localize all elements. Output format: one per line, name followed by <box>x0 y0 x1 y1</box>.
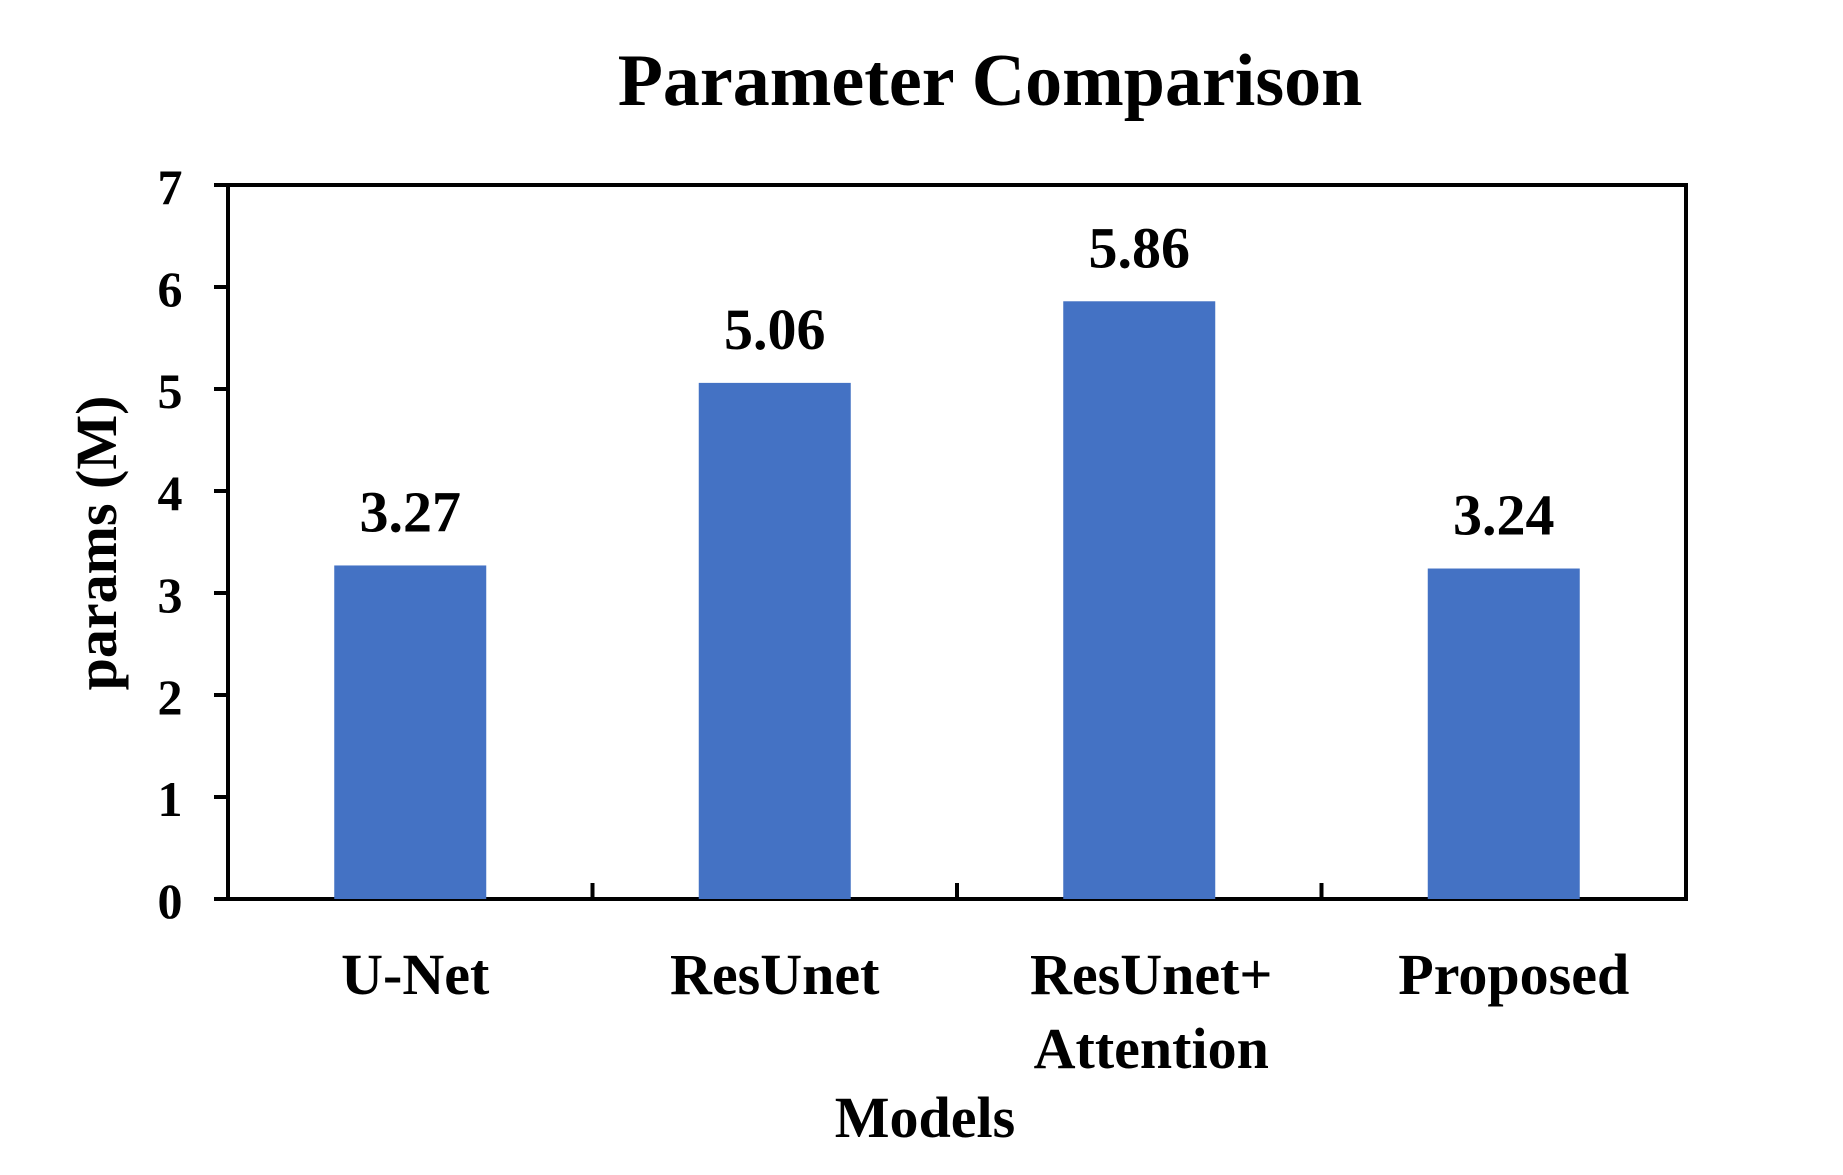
bars-group <box>334 301 1580 899</box>
x-category-label-line: Attention <box>1034 1016 1269 1081</box>
y-tick-label: 5 <box>158 363 183 419</box>
x-category-label: ResUnet+ Attention <box>1030 942 1272 1081</box>
y-tick-label: 6 <box>158 261 183 317</box>
bar-value-label: 5.06 <box>724 297 826 362</box>
bar <box>1427 568 1580 899</box>
x-category-label-line: ResUnet <box>670 942 880 1007</box>
bar <box>1063 301 1216 899</box>
x-category-label-line: Proposed <box>1398 942 1629 1007</box>
x-category-label: U-Net <box>341 942 490 1007</box>
bar <box>334 565 487 899</box>
y-tick-label: 7 <box>158 159 183 215</box>
x-category-label-line: U-Net <box>341 942 490 1007</box>
x-category-label: ResUnet <box>670 942 880 1007</box>
x-axis: U-Net ResUnet ResUnet+ Attention Proposed <box>341 883 1629 1081</box>
x-axis-title: Models <box>835 1085 1015 1150</box>
bar <box>698 382 851 899</box>
x-category-label-line: ResUnet+ <box>1030 942 1272 1007</box>
y-tick-label: 0 <box>158 873 183 929</box>
y-axis-title: params (M) <box>64 396 129 691</box>
bar-value-label: 3.24 <box>1453 483 1555 548</box>
x-category-label: Proposed <box>1398 942 1629 1007</box>
value-labels-group: 3.27 5.06 5.86 3.24 <box>360 215 1555 547</box>
chart-title: Parameter Comparison <box>618 40 1363 122</box>
y-tick-label: 1 <box>158 771 183 827</box>
bar-value-label: 3.27 <box>360 479 462 544</box>
bar-value-label: 5.86 <box>1089 215 1191 280</box>
y-tick-label: 2 <box>158 669 183 725</box>
y-axis: 0 1 2 3 4 5 6 7 <box>158 159 228 929</box>
y-tick-label: 4 <box>158 465 183 521</box>
y-tick-label: 3 <box>158 567 183 623</box>
